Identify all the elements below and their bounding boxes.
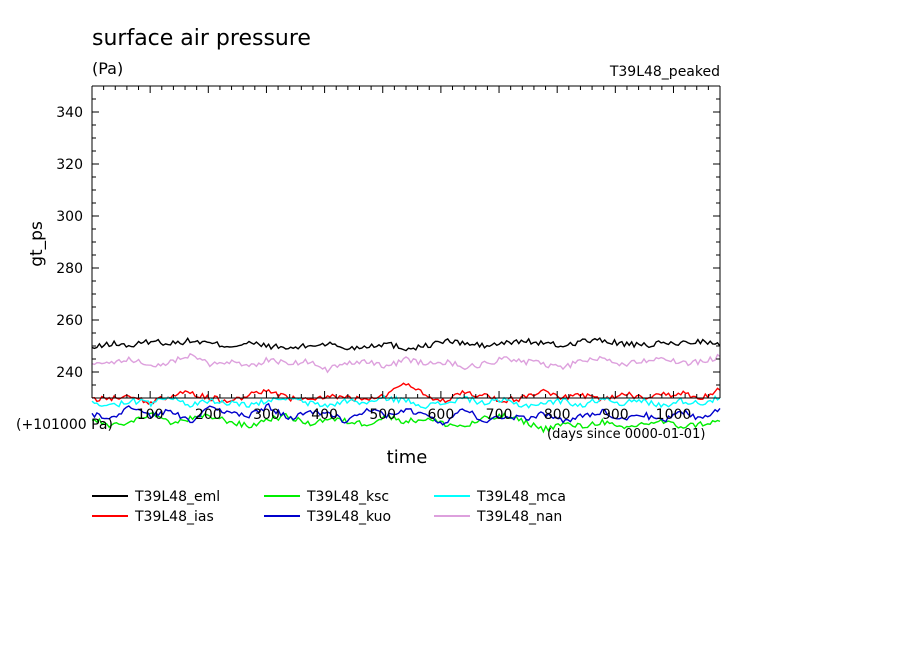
x-axis-label: time [387,447,428,468]
axes-layer: 240 260 280 300 320 340 100 200 300 400 500 600 700 8… [56,85,721,423]
x-tick-label: 500 [369,407,396,423]
x-tick-label: 700 [486,407,513,423]
y-tick-label: 300 [56,209,83,225]
chart-title: surface air pressure [92,26,311,51]
legend-label-T39L48_kuo: T39L48_kuo [306,509,391,525]
y-tick-label: 340 [56,105,83,121]
x-tick-label: 900 [602,407,629,423]
x-tick-label: 300 [253,407,280,423]
x-tick-label: 800 [544,407,571,423]
legend-label-T39L48_mca: T39L48_mca [476,489,566,505]
series-line-T39L48_nan [91,352,721,374]
legend-label-T39L48_eml: T39L48_eml [134,489,220,505]
chart-subtitle-right: T39L48_peaked [609,64,720,80]
x-tick-label: 100 [137,407,164,423]
y-tick-label: 240 [56,365,83,381]
series-line-T39L48_mca [91,394,721,410]
legend-label-T39L48_nan: T39L48_nan [476,509,562,525]
y-tick-label: 280 [56,261,83,277]
y-tick-label: 260 [56,313,83,329]
x-units-label: (days since 0000-01-01) [547,427,705,442]
legend-label-T39L48_ksc: T39L48_ksc [306,489,389,505]
x-offset-label: (+101000 Pa) [16,417,113,433]
chart-units: (Pa) [92,59,123,78]
y-tick-label: 320 [56,157,83,173]
x-tick-label: 600 [428,407,455,423]
series-line-T39L48_eml [91,336,721,352]
x-tick-label: 200 [195,407,222,423]
legend: T39L48_eml T39L48_ias T39L48_ksc T39L48_kuo… [92,489,566,525]
y-axis-label: gt_ps [27,221,47,267]
x-tick-label: 400 [311,407,338,423]
legend-label-T39L48_ias: T39L48_ias [134,509,214,525]
series-line-T39L48_kuo [91,402,721,426]
x-tick-label: 1000 [656,407,692,423]
